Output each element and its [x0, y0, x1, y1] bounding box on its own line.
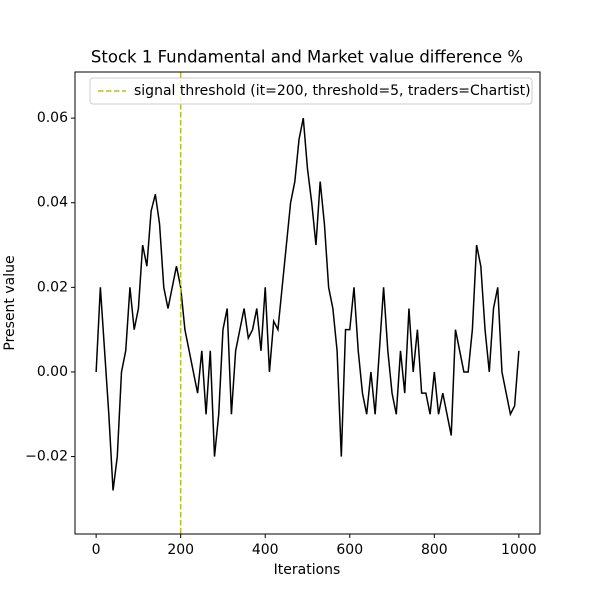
y-tick-label: 0.06 — [37, 110, 68, 126]
x-tick-label: 400 — [252, 542, 279, 558]
y-tick-label: 0.02 — [37, 279, 68, 295]
x-tick-label: 200 — [167, 542, 194, 558]
x-axis-label: Iterations — [274, 562, 341, 578]
x-tick-label: 600 — [336, 542, 363, 558]
y-tick-label: 0.04 — [37, 195, 68, 211]
x-tick-label: 1000 — [501, 542, 537, 558]
y-tick-label: 0.00 — [37, 364, 68, 380]
data-line — [95, 117, 520, 491]
legend-label: signal threshold (it=200, threshold=5, t… — [134, 83, 531, 99]
legend-box — [89, 77, 533, 105]
x-tick-label: 800 — [421, 542, 448, 558]
y-tick-label: −0.02 — [25, 449, 68, 465]
plot-frame — [74, 71, 541, 535]
chart-title: Stock 1 Fundamental and Market value dif… — [91, 48, 523, 67]
x-tick-label: 0 — [92, 542, 101, 558]
y-axis-label: Present value — [2, 255, 18, 350]
